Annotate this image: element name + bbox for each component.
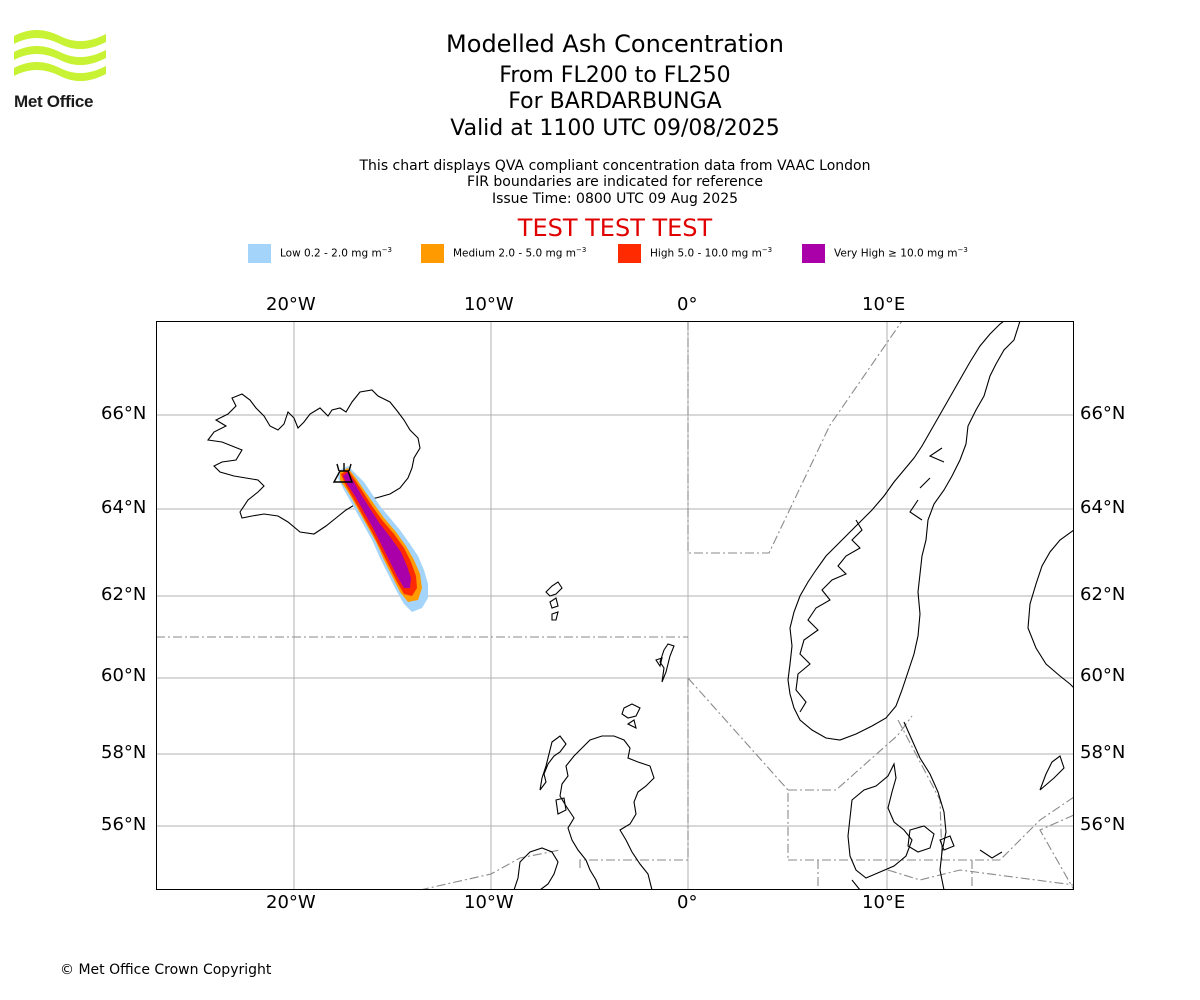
ash-map [156, 321, 1074, 890]
faroes-coast [545, 581, 563, 621]
sweden-west-coast [903, 721, 947, 890]
lat-tick-left-60n: 60°N [101, 665, 147, 686]
legend-label-very-high: Very High ≥ 10.0 mg m−3 [834, 246, 968, 260]
ash-very-high-polygon [343, 472, 411, 588]
legend-label-medium: Medium 2.0 - 5.0 mg m−3 [453, 246, 587, 260]
lat-tick-right-62n: 62°N [1080, 584, 1126, 605]
lon-tick-top-0: 0° [677, 294, 698, 315]
orkney-coast [621, 703, 641, 730]
lon-tick-top-20w: 20°W [266, 294, 316, 315]
info-line-fir: FIR boundaries are indicated for referen… [467, 174, 763, 190]
lat-tick-left-66n: 66°N [101, 403, 147, 424]
legend-label-high: High 5.0 - 10.0 mg m−3 [650, 246, 773, 260]
danish-islands [907, 825, 955, 853]
sweden-coast [1027, 529, 1074, 689]
map-frame [156, 321, 1074, 890]
shetland-coast [655, 643, 675, 683]
issue-time: Issue Time: 0800 UTC 09 Aug 2025 [491, 191, 739, 207]
ireland-coast [513, 847, 559, 890]
scotland-coast [559, 735, 655, 890]
norway-coast [787, 321, 1021, 741]
chart-title: Modelled Ash Concentration [446, 30, 784, 58]
valid-time: Valid at 1100 UTC 09/08/2025 [450, 116, 780, 141]
hebrides-coast [539, 735, 567, 815]
denmark-coast [847, 762, 913, 879]
lon-tick-bottom-10w: 10°W [464, 892, 514, 913]
info-line-qva: This chart displays QVA compliant concen… [359, 158, 871, 174]
norway-fjords [795, 447, 945, 713]
germany-coast [851, 755, 1065, 890]
fir-boundaries [156, 321, 1074, 890]
copyright: © Met Office Crown Copyright [60, 962, 272, 978]
graticule [156, 321, 1074, 890]
lat-tick-left-62n: 62°N [101, 584, 147, 605]
coastlines [207, 321, 1074, 890]
ash-plume [338, 466, 428, 612]
legend-swatch-high [618, 244, 641, 263]
volcano-name: For BARDARBUNGA [508, 89, 722, 114]
wave-logo-icon [14, 30, 106, 82]
lat-tick-right-56n: 56°N [1080, 814, 1126, 835]
lon-tick-bottom-20w: 20°W [266, 892, 316, 913]
lat-tick-left-56n: 56°N [101, 814, 147, 835]
lon-tick-bottom-0: 0° [677, 892, 698, 913]
met-office-logo: Met Office [14, 30, 106, 112]
legend-swatch-low [248, 244, 271, 263]
lat-tick-right-64n: 64°N [1080, 497, 1126, 518]
legend-swatch-very-high [802, 244, 825, 263]
lat-tick-right-66n: 66°N [1080, 403, 1126, 424]
lon-tick-top-10w: 10°W [464, 294, 514, 315]
legend-swatch-medium [421, 244, 444, 263]
volcano-marker-icon [332, 463, 353, 483]
lat-tick-left-58n: 58°N [101, 742, 147, 763]
lat-tick-left-64n: 64°N [101, 497, 147, 518]
legend-label-low: Low 0.2 - 2.0 mg m−3 [280, 246, 393, 260]
logo-text: Met Office [14, 92, 94, 111]
lon-tick-top-10e: 10°E [862, 294, 906, 315]
lat-tick-right-60n: 60°N [1080, 665, 1126, 686]
flight-levels: From FL200 to FL250 [499, 63, 731, 88]
lat-tick-right-58n: 58°N [1080, 742, 1126, 763]
lon-tick-bottom-10e: 10°E [862, 892, 906, 913]
test-banner: TEST TEST TEST [517, 214, 713, 242]
